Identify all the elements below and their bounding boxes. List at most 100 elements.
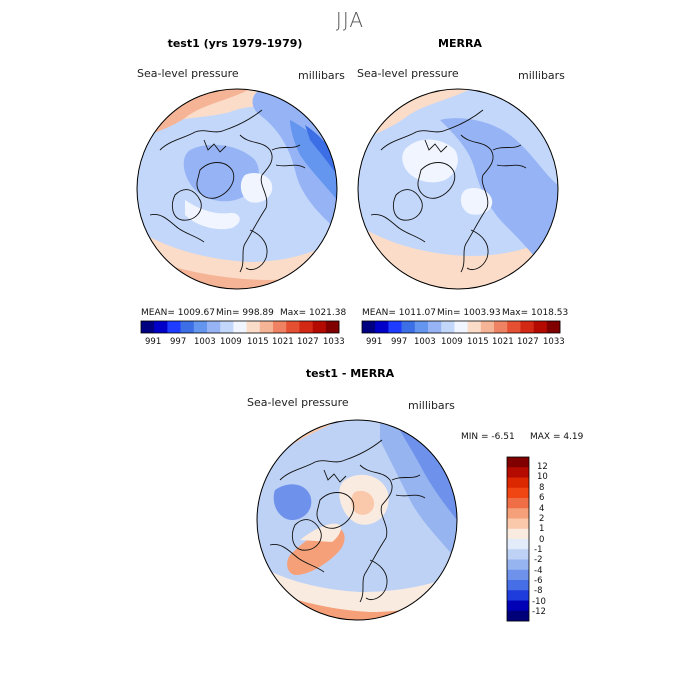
cb1-label: 997 <box>170 337 187 347</box>
panel1-map <box>137 89 337 289</box>
colorbar-swatch <box>507 600 529 612</box>
cb3-label: 8 <box>539 483 545 493</box>
panel2-border <box>357 88 559 290</box>
colorbar-swatch <box>388 321 402 333</box>
colorbar-swatch <box>507 457 529 468</box>
colorbar-swatch <box>507 549 529 560</box>
panel1-units: millibars <box>298 69 345 82</box>
colorbar-swatch <box>220 321 234 333</box>
colorbar-panel1 <box>140 320 340 334</box>
figure-season-title: JJA <box>335 8 365 32</box>
panel2-mean: MEAN= 1011.07 <box>362 308 436 318</box>
colorbar-swatch <box>207 321 221 333</box>
colorbar-swatch <box>299 321 313 333</box>
cb1-label: 1003 <box>194 337 216 347</box>
panel2-min: Min= 1003.93 <box>437 308 501 318</box>
cb3-label: 1 <box>539 524 545 534</box>
colorbar-swatch <box>507 528 529 540</box>
cb3-label: -1 <box>534 545 543 555</box>
cb3-label: -6 <box>534 576 543 586</box>
colorbar-swatch <box>507 590 529 601</box>
panel3-border <box>256 419 458 621</box>
panel2-variable: Sea-level pressure <box>357 67 459 80</box>
colorbar-swatch <box>246 321 261 333</box>
colorbar-swatch <box>193 321 208 333</box>
cb1-label: 1009 <box>220 337 242 347</box>
cb3-label: -4 <box>534 566 543 576</box>
colorbar-swatch <box>362 321 376 333</box>
colorbar-swatch <box>375 321 389 333</box>
panel1-coastlines <box>149 109 306 273</box>
panel3-title: test1 - MERRA <box>305 367 395 380</box>
cb2-label: 1003 <box>414 337 436 347</box>
colorbar-swatch <box>507 508 529 519</box>
cb1-label: 1021 <box>272 337 294 347</box>
panel1-title: test1 (yrs 1979-1979) <box>167 37 303 50</box>
colorbar-frame <box>140 320 340 334</box>
colorbar-swatch <box>494 321 508 333</box>
panel2-max: Max= 1018.53 <box>502 308 569 318</box>
colorbar-swatch <box>467 321 482 333</box>
colorbar-swatch <box>546 321 561 333</box>
colorbar-swatch <box>507 539 529 550</box>
colorbar-frame <box>506 456 530 622</box>
colorbar-swatch <box>507 487 529 499</box>
panel3-max: MAX = 4.19 <box>530 432 584 442</box>
cb1-label: 1027 <box>297 337 319 347</box>
colorbar-swatch <box>507 610 529 622</box>
colorbar-swatch <box>273 321 287 333</box>
cb2-label: 1009 <box>441 337 463 347</box>
colorbar-swatch <box>520 321 534 333</box>
cb1-label: 991 <box>145 337 162 347</box>
colorbar-swatch <box>154 321 168 333</box>
colorbar-swatch <box>507 518 529 530</box>
colorbar-swatch <box>414 321 429 333</box>
panel1-border <box>136 88 338 290</box>
panel3-units: millibars <box>408 399 455 412</box>
cb3-label: 4 <box>539 504 545 514</box>
cb3-label: 12 <box>537 462 548 472</box>
colorbar-swatch <box>507 467 529 478</box>
cb1-label: 1033 <box>323 337 345 347</box>
panel2-map <box>358 89 558 289</box>
cb1-label: 1015 <box>247 337 269 347</box>
panel1-mean: MEAN= 1009.67 <box>141 308 215 318</box>
cb2-label: 997 <box>391 337 408 347</box>
colorbar-frame <box>361 320 561 334</box>
cb2-label: 991 <box>366 337 383 347</box>
cb3-label: -10 <box>532 597 546 607</box>
colorbar-swatch <box>441 321 455 333</box>
cb3-label: 2 <box>539 514 545 524</box>
colorbar-swatch <box>401 321 416 333</box>
colorbar-swatch <box>507 321 521 333</box>
cb3-label: -8 <box>534 586 543 596</box>
panel3-min: MIN = -6.51 <box>461 432 515 442</box>
colorbar-swatch <box>507 569 529 581</box>
colorbar-diff <box>506 456 530 622</box>
colorbar-swatch <box>428 321 442 333</box>
cb3-label: -12 <box>532 607 546 617</box>
panel2-coastlines <box>370 109 527 273</box>
colorbar-swatch <box>533 321 548 333</box>
cb3-label: 10 <box>537 472 548 482</box>
panel1-min: Min= 998.89 <box>216 308 274 318</box>
colorbar-swatch <box>507 559 529 571</box>
colorbar-swatch <box>507 580 529 591</box>
colorbar-swatch <box>180 321 195 333</box>
colorbar-swatch <box>286 321 300 333</box>
cb3-label: -2 <box>534 555 543 565</box>
colorbar-swatch <box>480 321 495 333</box>
panel2-units: millibars <box>518 69 565 82</box>
cb3-label: 0 <box>539 535 545 545</box>
colorbar-swatch <box>167 321 181 333</box>
panel3-variable: Sea-level pressure <box>247 396 349 409</box>
colorbar-swatch <box>454 321 468 333</box>
colorbar-swatch <box>325 321 340 333</box>
colorbar-swatch <box>507 498 529 509</box>
panel1-max: Max= 1021.38 <box>280 308 347 318</box>
panel1-variable: Sea-level pressure <box>137 67 239 80</box>
cb2-label: 1027 <box>517 337 539 347</box>
panel2-title: MERRA <box>438 37 482 50</box>
panel3-map <box>257 420 457 620</box>
